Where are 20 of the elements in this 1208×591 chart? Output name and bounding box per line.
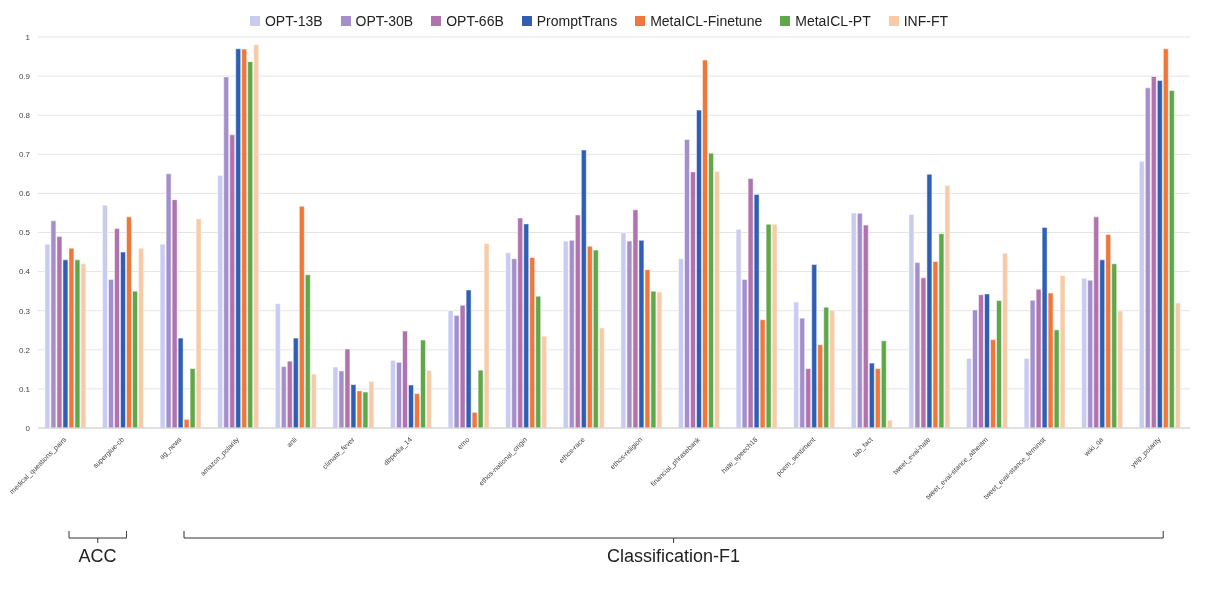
legend-label: MetaICL-Finetune	[649, 13, 763, 29]
y-tick-label: 0	[25, 423, 31, 433]
y-tick-label: 0.9	[18, 71, 31, 81]
y-tick-label: 0.6	[18, 189, 31, 199]
text: Classification-F1	[606, 546, 742, 567]
legend-label: MetaICL-PT	[794, 13, 871, 29]
y-tick-label: 0.2	[18, 345, 31, 355]
y-tick-label: 1	[25, 32, 31, 42]
legend-label: INF-FT	[902, 13, 949, 29]
legend-label: OPT-30B	[354, 13, 414, 29]
y-tick-label: 0.4	[18, 267, 31, 277]
y-tick-label: 0.5	[18, 228, 31, 238]
text: ACC	[77, 546, 118, 567]
legend-label: OPT-13B	[264, 13, 323, 29]
y-tick-label: 0.1	[18, 384, 31, 394]
legend-label: PromptTrans	[535, 13, 618, 29]
y-tick-label: 0.7	[18, 150, 31, 160]
y-tick-label: 0.3	[18, 306, 31, 316]
legend-label: OPT-66B	[445, 13, 504, 29]
y-tick-label: 0.8	[18, 111, 31, 121]
